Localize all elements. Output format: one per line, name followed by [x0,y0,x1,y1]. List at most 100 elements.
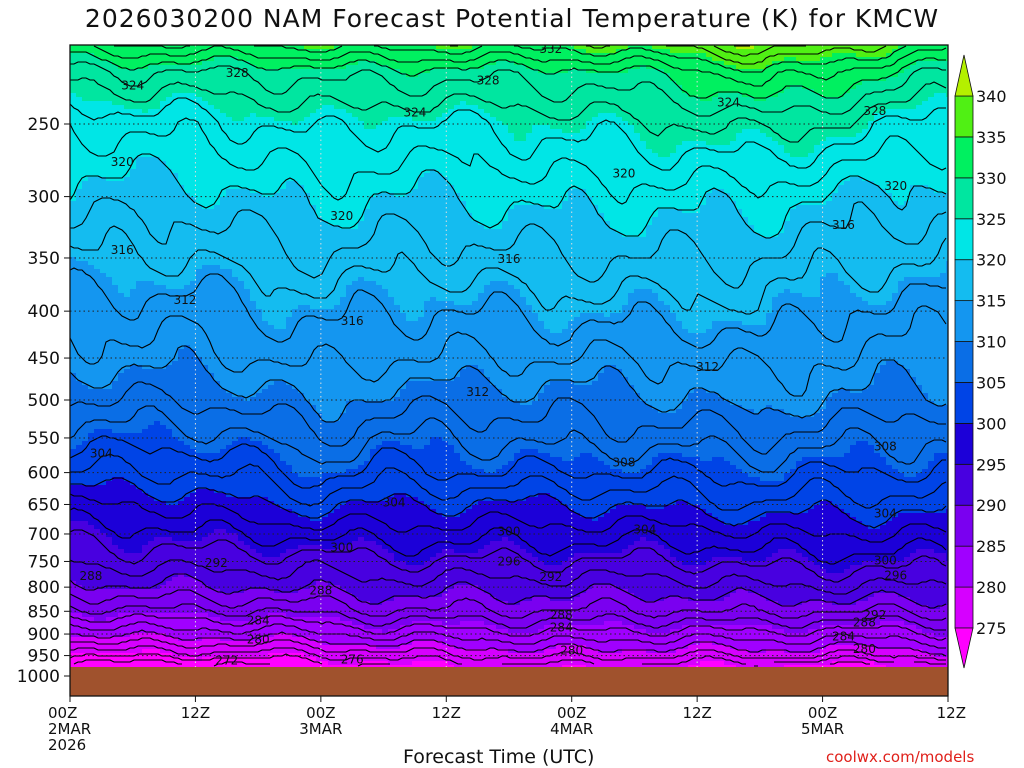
theta-cell [238,497,245,542]
theta-cell [436,621,443,642]
theta-cell [700,641,707,662]
theta-cell [76,261,83,382]
theta-cell [412,45,419,78]
theta-cell [886,193,893,302]
colorbar-label: 285 [976,537,1007,556]
theta-cell [838,281,845,390]
theta-cell [424,173,431,302]
theta-cell [388,69,395,118]
theta-cell [580,313,587,386]
theta-cell [322,617,329,646]
theta-cell [400,117,407,198]
theta-cell [304,477,311,518]
theta-cell [448,45,455,50]
theta-cell [904,69,911,110]
theta-cell [88,45,95,54]
theta-cell [412,321,419,382]
theta-cell [460,369,467,462]
theta-cell [640,601,647,630]
theta-cell [388,401,395,442]
theta-cell [892,293,899,362]
theta-cell [478,589,485,622]
theta-cell [70,449,77,486]
theta-cell [928,513,935,550]
x-tick-label: 12Z [682,704,711,722]
theta-cell [256,393,263,442]
theta-cell [268,197,275,326]
theta-cell [388,441,395,498]
theta-cell [898,281,905,366]
theta-cell [148,281,155,370]
theta-cell [772,601,779,630]
theta-cell [766,513,773,558]
theta-cell [316,49,323,70]
theta-cell [586,197,593,314]
theta-cell [436,49,443,70]
theta-contour-276 [70,645,946,667]
theta-cell [604,553,611,586]
theta-cell [382,501,389,550]
theta-cell [430,557,437,598]
theta-cell [370,501,377,542]
theta-cell [646,289,653,406]
theta-cell [760,45,767,70]
theta-cell [406,117,413,194]
colorbar-bin [954,218,974,261]
theta-cell [100,533,107,590]
theta-cell [502,601,509,630]
theta-cell [760,237,767,326]
theta-cell [406,597,413,626]
theta-cell [364,541,371,602]
theta-cell [172,637,179,658]
theta-cell [826,457,833,502]
theta-cell [556,209,563,334]
theta-cell [364,45,371,62]
theta-cell [214,57,221,110]
theta-cell [736,45,743,50]
colorbar-label: 340 [976,87,1007,106]
theta-cell [652,409,659,458]
theta-cell [664,209,671,306]
theta-cell [826,601,833,626]
theta-cell [520,549,527,602]
theta-cell [904,557,911,598]
theta-cell [778,45,785,62]
theta-cell [196,97,203,206]
theta-cell [910,513,917,554]
theta-cell [820,649,827,666]
theta-cell [358,121,365,222]
theta-cell [310,585,317,618]
theta-cell [706,101,713,146]
contour-label: 304 [633,522,656,536]
theta-cell [232,277,239,398]
theta-cell [364,645,371,662]
theta-cell [190,641,197,658]
theta-cell [280,381,287,462]
theta-cell [466,365,473,466]
theta-cell [124,177,131,298]
theta-cell [646,225,653,290]
theta-cell [334,109,341,226]
contour-label: 328 [226,66,249,80]
theta-cell [430,121,437,170]
theta-cell [664,653,671,678]
theta-cell [940,193,947,274]
theta-cell [574,457,581,514]
theta-cell [472,469,479,506]
contour-label: 312 [696,360,719,374]
theta-cell [946,637,948,658]
theta-cell [166,65,173,98]
theta-cell [340,505,347,546]
theta-cell [166,97,173,170]
theta-cell [610,229,617,314]
theta-cell [634,393,641,474]
theta-cell [796,205,803,294]
theta-cell [358,537,365,602]
theta-cell [568,133,575,190]
theta-contour-322 [70,117,947,205]
y-tick-label: 850 [28,602,60,622]
theta-cell [292,125,299,182]
theta-cell [916,61,923,106]
theta-cell [832,605,839,626]
theta-cell [112,45,119,66]
